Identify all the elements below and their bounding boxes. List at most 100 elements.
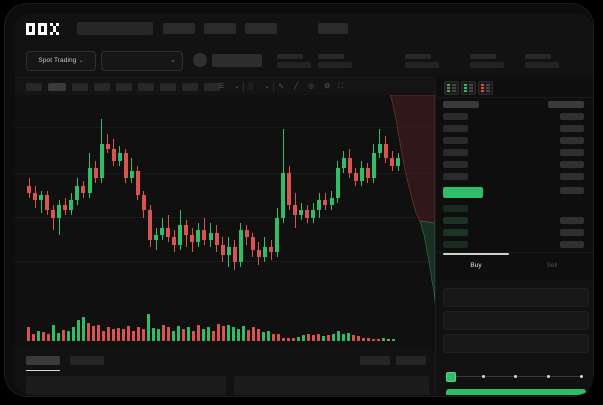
candle-body — [57, 205, 62, 218]
orderbook-view-asks[interactable] — [478, 81, 493, 95]
volume-histogram — [15, 303, 435, 349]
okx-logo-pixel — [38, 26, 41, 29]
slider-handle[interactable] — [446, 372, 456, 382]
timeframe-7[interactable] — [160, 83, 176, 91]
bottom-action-1[interactable] — [360, 356, 390, 365]
drawing-pencil-icon[interactable]: ╱ — [294, 83, 299, 90]
camera-icon[interactable]: ◎ — [308, 83, 315, 90]
volume-bar — [77, 319, 80, 341]
fullscreen-icon[interactable]: ⛶ — [338, 83, 343, 90]
trade-tab-sell[interactable]: Sell — [516, 262, 588, 269]
okx-logo[interactable] — [26, 23, 67, 35]
toolbar-divider — [273, 82, 274, 92]
amount-field[interactable] — [443, 311, 589, 330]
volume-bar — [212, 330, 215, 341]
volume-bar — [297, 336, 300, 341]
buy-submit-button[interactable] — [446, 389, 586, 395]
volume-bar — [222, 326, 225, 341]
volume-bar — [122, 328, 125, 341]
chevron-down-icon-2[interactable]: ⌄ — [264, 83, 270, 90]
orderbook-view-both[interactable] — [444, 81, 459, 95]
slider-stop-75[interactable] — [547, 374, 550, 378]
line-tool-icon[interactable]: ∿ — [278, 83, 284, 90]
volume-bar — [357, 336, 360, 341]
orderbook-ask-row[interactable] — [443, 161, 468, 168]
bottom-panel-left[interactable] — [26, 376, 226, 395]
timeframe-5[interactable] — [116, 83, 132, 91]
orderbook-bid-row[interactable] — [443, 217, 468, 224]
chevron-down-icon-1[interactable]: ⌄ — [234, 83, 240, 90]
price-field[interactable] — [443, 288, 589, 307]
chart-type-icon[interactable]: ░ — [248, 83, 253, 90]
orderbook-bid-row[interactable] — [443, 229, 468, 236]
bottom-panel-right[interactable] — [234, 376, 429, 395]
okx-logo-pixel — [56, 32, 59, 35]
nav-item-3[interactable] — [245, 23, 277, 34]
top-navigation-bar — [15, 13, 593, 44]
slider-stop-100[interactable] — [580, 374, 583, 378]
timeframe-3[interactable] — [72, 83, 88, 91]
bottom-action-2[interactable] — [396, 356, 426, 365]
candle-body — [208, 232, 213, 240]
candle-body — [105, 143, 110, 149]
volume-bar — [272, 334, 275, 341]
orderbook-rows[interactable] — [436, 97, 593, 252]
volume-bar — [162, 324, 165, 341]
timeframe-1[interactable] — [26, 83, 42, 91]
timeframe-2[interactable] — [48, 83, 66, 91]
orderbook-ask-row[interactable] — [443, 125, 468, 132]
nav-search-box[interactable] — [77, 22, 153, 35]
timeframe-6[interactable] — [138, 83, 154, 91]
total-field[interactable] — [443, 334, 589, 353]
chart-gridline — [15, 173, 435, 174]
orderbook-view-bids[interactable] — [461, 81, 476, 95]
volume-bar — [112, 329, 115, 341]
bottom-tab-open-orders[interactable] — [26, 356, 60, 365]
candle-body — [172, 237, 177, 245]
market-type-dropdown[interactable]: Spot Trading ⌄ — [26, 51, 96, 71]
volume-bar — [107, 326, 110, 341]
timeframe-8[interactable] — [182, 83, 198, 91]
okx-logo-pixel — [26, 26, 29, 29]
orderbook-bid-row[interactable] — [443, 241, 468, 248]
volume-bar — [287, 337, 290, 341]
orderbook-ask-row[interactable] — [443, 113, 468, 120]
timeframe-4[interactable] — [94, 83, 110, 91]
okx-logo-pixel — [53, 29, 56, 32]
bottom-tab-order-history[interactable] — [70, 356, 104, 365]
amount-percent-slider[interactable] — [446, 372, 586, 382]
stat-change-24h — [318, 54, 352, 68]
orderbook-ask-row[interactable] — [443, 149, 468, 156]
stat-high-24h — [405, 54, 439, 68]
volume-bar — [187, 327, 190, 341]
nav-item-2[interactable] — [204, 23, 236, 34]
settings-gear-icon[interactable]: ⚙ — [324, 83, 331, 90]
volume-bar — [32, 333, 35, 341]
volume-bar — [232, 327, 235, 341]
volume-bar — [262, 332, 265, 341]
orderbook-bid-row[interactable] — [443, 205, 468, 212]
volume-bar — [382, 338, 385, 341]
slider-track — [452, 375, 582, 377]
app-screen: Spot Trading ⌄ ⌄ ☰ ⌄ ░ ⌄ ∿ ╱ ◎ ⚙ ⛶ — [15, 13, 593, 395]
candle-body — [305, 210, 310, 218]
trade-tab-buy[interactable]: Buy — [440, 262, 512, 269]
trading-pair-select[interactable]: ⌄ — [101, 51, 183, 71]
nav-item-1[interactable] — [163, 23, 195, 34]
orderbook-highlight-row[interactable] — [443, 187, 483, 198]
slider-stop-50[interactable] — [514, 374, 517, 378]
indicators-icon[interactable]: ☰ — [218, 83, 225, 90]
volume-bar — [172, 330, 175, 341]
okx-logo-pixel — [44, 29, 47, 32]
candle-body — [256, 249, 261, 258]
slider-stop-25[interactable] — [482, 374, 485, 378]
nav-item-4[interactable] — [318, 23, 348, 34]
candlestick-chart[interactable] — [15, 95, 435, 303]
volume-bar — [252, 327, 255, 341]
candle-body — [93, 168, 98, 179]
timeframe-9[interactable] — [204, 83, 220, 91]
orderbook-ask-row[interactable] — [443, 173, 468, 180]
volume-bar — [337, 330, 340, 341]
orderbook-ask-row[interactable] — [443, 137, 468, 144]
candle-body — [323, 200, 328, 206]
